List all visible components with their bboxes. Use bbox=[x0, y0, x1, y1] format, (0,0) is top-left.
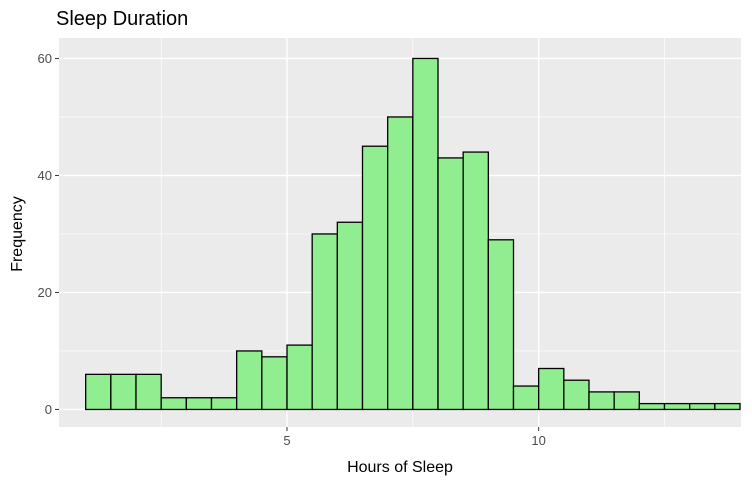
histogram-bar bbox=[588, 391, 615, 411]
histogram-bar bbox=[437, 157, 464, 411]
histogram-bar bbox=[336, 221, 364, 411]
chart-title: Sleep Duration bbox=[56, 8, 188, 30]
histogram-bar bbox=[512, 385, 540, 411]
histogram-bar bbox=[236, 350, 263, 411]
histogram-bar bbox=[160, 397, 187, 411]
y-tick-label: 20 bbox=[38, 285, 52, 300]
y-tick-label: 40 bbox=[38, 168, 52, 183]
histogram-bar bbox=[387, 116, 414, 411]
bars bbox=[85, 57, 741, 411]
histogram-bar bbox=[412, 57, 439, 411]
histogram-bar bbox=[185, 397, 213, 411]
histogram-bar bbox=[135, 373, 162, 411]
histogram-bar bbox=[538, 367, 565, 411]
x-axis-title: Hours of Sleep bbox=[347, 459, 453, 476]
y-tick-label: 60 bbox=[38, 51, 52, 66]
histogram-bar bbox=[286, 344, 313, 411]
histogram-bar bbox=[638, 402, 666, 411]
histogram-bar bbox=[361, 145, 389, 411]
histogram-bar bbox=[110, 373, 137, 411]
histogram-bar bbox=[613, 391, 640, 411]
histogram-bar bbox=[487, 239, 515, 411]
histogram-bar bbox=[714, 402, 741, 411]
histogram-bar bbox=[563, 379, 590, 411]
histogram-bar bbox=[85, 373, 112, 411]
axes: 5 10 0 20 40 60 bbox=[38, 51, 546, 448]
histogram-bar bbox=[663, 402, 691, 411]
x-tick-label: 5 bbox=[283, 433, 290, 448]
y-tick-label: 0 bbox=[45, 402, 52, 417]
x-tick-label: 10 bbox=[531, 433, 545, 448]
histogram-bar bbox=[210, 397, 238, 411]
histogram-bar bbox=[261, 356, 288, 411]
histogram-bar bbox=[689, 402, 716, 411]
histogram-bar bbox=[311, 233, 338, 411]
histogram-bar bbox=[462, 151, 489, 411]
y-axis-title: Frequency bbox=[9, 196, 26, 272]
